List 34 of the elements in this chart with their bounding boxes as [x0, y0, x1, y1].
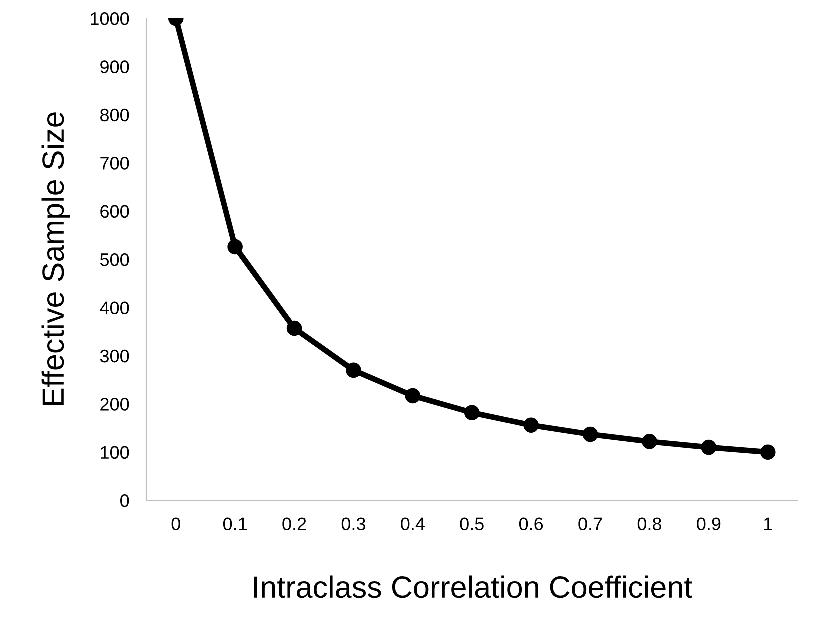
x-tick-label: 0.3: [342, 518, 366, 531]
y-tick-label: 500: [100, 253, 130, 266]
x-tick-label: 0.1: [223, 518, 247, 531]
y-tick-label: 600: [100, 205, 130, 218]
x-tick-label: 1: [764, 518, 772, 530]
point: [464, 405, 480, 420]
y-tick-label: 900: [100, 60, 130, 74]
y-tick-label: 700: [100, 157, 130, 170]
x-tick-label: 0.5: [460, 518, 484, 531]
point: [642, 434, 658, 450]
point: [524, 418, 539, 434]
point: [346, 362, 362, 378]
point: [286, 320, 302, 336]
y-tick-label: 300: [100, 350, 130, 363]
point: [760, 444, 776, 460]
y-tick-label: 800: [100, 108, 130, 122]
y-tick-label: 100: [101, 446, 130, 460]
y-tick-label: 400: [100, 302, 130, 314]
x-tick-label: 0.2: [282, 518, 306, 531]
x-tick-label: 0.7: [578, 518, 602, 531]
y-tick-label: 0: [120, 494, 130, 508]
point: [582, 426, 598, 442]
x-tick-label: 0: [172, 518, 180, 531]
x-axis-title: Intraclass Correlation Coefficient: [254, 576, 692, 598]
y-tick-label: 200: [100, 398, 130, 411]
point: [228, 239, 243, 255]
x-tick-label: 0.6: [519, 518, 544, 531]
x-tick-label: 0.8: [638, 518, 662, 531]
x-tick-label: 0.9: [697, 518, 721, 531]
point: [405, 388, 421, 404]
y-axis-title: Effective Sample Size: [42, 112, 70, 406]
x-tick-label: 0.4: [401, 518, 425, 531]
y-tick-label: 1000: [91, 12, 130, 26]
point: [701, 440, 717, 456]
